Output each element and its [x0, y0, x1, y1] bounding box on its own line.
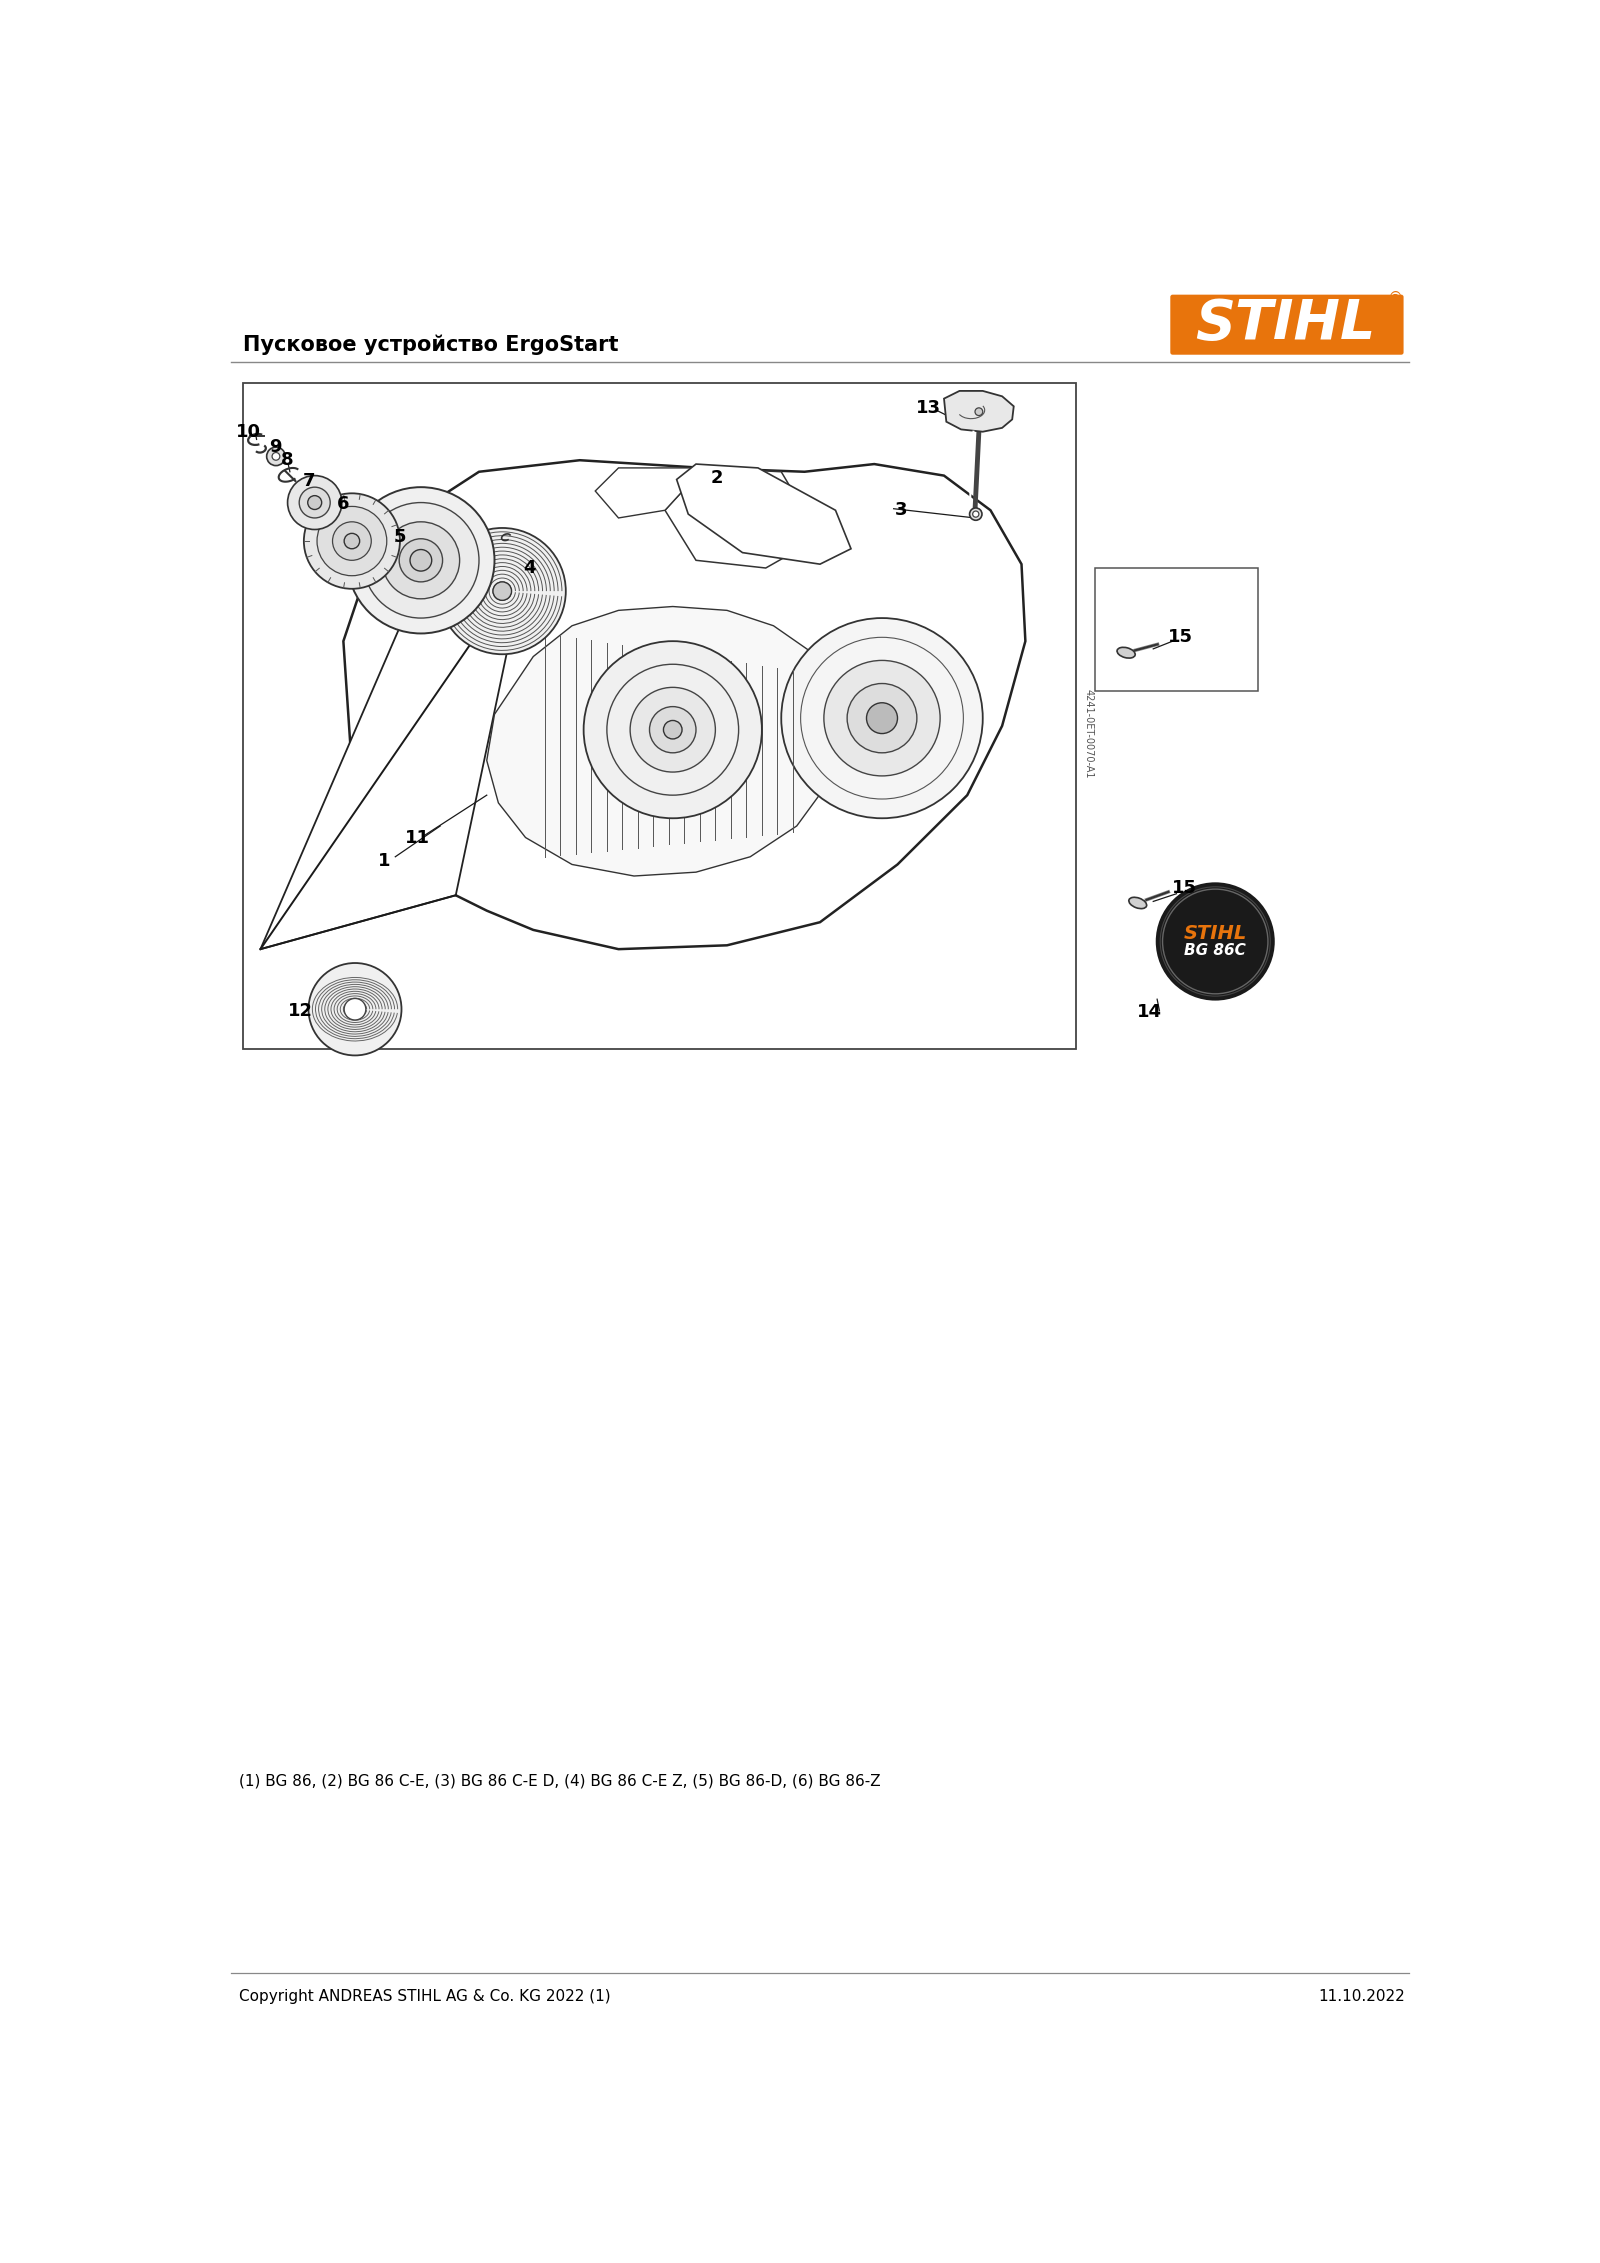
Circle shape — [846, 683, 917, 754]
Text: 14: 14 — [1138, 1003, 1162, 1021]
Text: 4: 4 — [523, 559, 536, 577]
Text: 10: 10 — [235, 423, 261, 441]
Text: 11.10.2022: 11.10.2022 — [1318, 1989, 1405, 2003]
Bar — [243, 382, 1075, 1050]
Ellipse shape — [1130, 898, 1147, 910]
Polygon shape — [944, 391, 1014, 432]
Circle shape — [867, 704, 898, 733]
Circle shape — [398, 539, 443, 582]
Circle shape — [970, 507, 982, 520]
Text: STIHL: STIHL — [1195, 296, 1374, 351]
Polygon shape — [677, 464, 851, 563]
Circle shape — [363, 502, 478, 618]
Text: 1: 1 — [378, 851, 390, 869]
Text: Copyright ANDREAS STIHL AG & Co. KG 2022 (1): Copyright ANDREAS STIHL AG & Co. KG 2022… — [238, 1989, 610, 2003]
Text: 3: 3 — [894, 502, 907, 518]
Circle shape — [267, 448, 285, 466]
Bar — [1094, 568, 1258, 690]
Circle shape — [382, 523, 459, 600]
Text: 4241-0ET-0070-A1: 4241-0ET-0070-A1 — [1083, 688, 1093, 778]
Polygon shape — [261, 563, 525, 948]
Circle shape — [299, 487, 330, 518]
Text: 7: 7 — [302, 473, 315, 491]
Polygon shape — [666, 468, 819, 568]
Text: STIHL: STIHL — [1184, 923, 1246, 944]
Text: 6: 6 — [338, 496, 350, 514]
Text: 13: 13 — [915, 398, 941, 416]
Circle shape — [606, 665, 739, 794]
Circle shape — [288, 475, 342, 530]
Circle shape — [410, 550, 432, 570]
Circle shape — [344, 534, 360, 548]
Circle shape — [309, 964, 402, 1055]
Circle shape — [630, 688, 715, 772]
Circle shape — [438, 527, 566, 654]
Circle shape — [824, 661, 941, 776]
Circle shape — [333, 523, 371, 561]
Text: 2: 2 — [710, 468, 723, 487]
Circle shape — [317, 507, 387, 575]
Text: 15: 15 — [1168, 627, 1194, 645]
Polygon shape — [486, 606, 843, 876]
Circle shape — [664, 720, 682, 740]
Text: 11: 11 — [405, 828, 429, 846]
Circle shape — [344, 998, 366, 1021]
Text: Пусковое устройство ErgoStart: Пусковое устройство ErgoStart — [243, 335, 618, 355]
Text: BG 86C: BG 86C — [1184, 944, 1246, 957]
Text: 5: 5 — [394, 527, 406, 545]
Circle shape — [307, 496, 322, 509]
Circle shape — [493, 582, 512, 600]
Circle shape — [650, 706, 696, 754]
Circle shape — [304, 493, 400, 588]
Circle shape — [974, 407, 982, 416]
Text: 12: 12 — [288, 1003, 314, 1021]
Circle shape — [584, 640, 762, 819]
Circle shape — [347, 487, 494, 634]
FancyBboxPatch shape — [1170, 294, 1403, 355]
Circle shape — [272, 453, 280, 459]
Circle shape — [973, 511, 979, 518]
Polygon shape — [595, 468, 704, 518]
Polygon shape — [344, 459, 1026, 948]
Circle shape — [1157, 885, 1274, 1000]
Text: 8: 8 — [280, 450, 293, 468]
Text: 9: 9 — [269, 439, 282, 457]
Ellipse shape — [1117, 647, 1136, 659]
Circle shape — [781, 618, 982, 819]
Text: (1) BG 86, (2) BG 86 C-E, (3) BG 86 C-E D, (4) BG 86 C-E Z, (5) BG 86-D, (6) BG : (1) BG 86, (2) BG 86 C-E, (3) BG 86 C-E … — [238, 1774, 880, 1788]
Text: 15: 15 — [1171, 878, 1197, 896]
Text: ®: ® — [1389, 292, 1403, 306]
